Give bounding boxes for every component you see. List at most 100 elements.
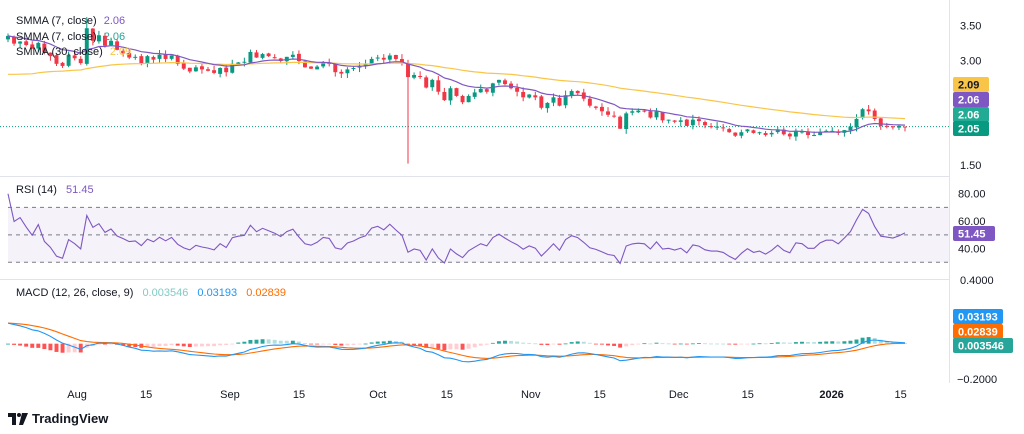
candle-body <box>490 83 495 93</box>
candle-body <box>369 58 374 64</box>
candle-body <box>690 119 695 126</box>
macd-histogram-bar <box>678 343 683 345</box>
smma7-legend-name: SMMA (7, close) <box>16 15 97 27</box>
candle-body <box>339 71 344 74</box>
time-tick-label: 15 <box>441 389 453 401</box>
candle-body <box>109 40 114 46</box>
candle-body <box>430 79 435 88</box>
macd-histogram-bar <box>763 343 768 345</box>
macd-histogram-bar <box>339 343 344 346</box>
macd-histogram-bar <box>448 343 453 350</box>
macd-histogram-bar <box>521 342 526 344</box>
candle-body <box>769 132 774 135</box>
macd-histogram-bar <box>412 343 417 346</box>
macd-histogram-bar <box>303 342 307 344</box>
candle-body <box>678 120 683 122</box>
candle-body <box>163 54 168 59</box>
macd-histogram-bar <box>860 337 865 344</box>
badge-smma30 <box>953 77 989 92</box>
macd-histogram-bar <box>496 341 501 344</box>
macd-histogram-bar <box>96 343 101 345</box>
macd-histogram-bar <box>357 343 362 345</box>
macd-histogram-bar <box>284 340 289 344</box>
candle-body <box>321 63 326 67</box>
macd-histogram-bar <box>830 341 835 344</box>
candle-body <box>539 96 544 108</box>
candle-body <box>551 97 556 103</box>
price-tick-label: 3.50 <box>960 20 981 32</box>
candle-body <box>242 61 247 63</box>
candle-body <box>303 61 307 68</box>
candle-body <box>903 126 907 128</box>
candle-body <box>472 92 477 97</box>
candle-body <box>715 126 720 128</box>
macd-hist-badge <box>953 338 1013 353</box>
candle-body <box>18 41 23 44</box>
macd-histogram-bar <box>618 343 623 348</box>
badge-smma7 <box>953 92 989 107</box>
macd-histogram-bar <box>272 339 277 344</box>
time-tick-label: 15 <box>742 389 754 401</box>
candle-body <box>254 52 259 58</box>
macd-histogram-bar <box>218 343 223 346</box>
macd-histogram-bar <box>842 341 847 344</box>
macd-histogram-bar <box>739 343 744 345</box>
tradingview-logo[interactable]: TradingView <box>8 411 108 426</box>
candle-body <box>460 95 465 103</box>
smma7b-legend-name: SMMA (7, close) <box>16 31 97 43</box>
macd-histogram-bar <box>103 343 107 345</box>
macd-histogram-bar <box>424 343 429 348</box>
candle-body <box>133 56 138 58</box>
time-tick-label: Dec <box>669 389 689 401</box>
macd-histogram-bar <box>533 343 538 345</box>
candle-body <box>224 67 229 73</box>
macd-histogram-bar <box>224 343 229 346</box>
macd-histogram-bar <box>563 343 568 345</box>
macd-histogram-bar <box>109 343 114 345</box>
macd-histogram-bar <box>60 343 65 353</box>
candle-body <box>636 110 641 113</box>
candle-body <box>266 53 271 57</box>
time-tick-label: 15 <box>293 389 305 401</box>
macd-histogram-bar <box>769 343 774 344</box>
candle-body <box>78 58 83 64</box>
macd-histogram-bar <box>290 340 295 344</box>
candle-body <box>284 56 289 62</box>
candle-body <box>406 63 410 78</box>
macd-histogram-bar <box>715 343 720 345</box>
candle-body <box>787 133 792 137</box>
macd-histogram-bar <box>351 343 356 345</box>
macd-histogram-bar <box>163 343 168 346</box>
rsi-badge <box>953 226 995 241</box>
badge-smma7b-text: 2.06 <box>958 110 979 122</box>
macd-histogram-bar <box>242 341 247 344</box>
macd-histogram-bar <box>593 343 598 345</box>
candle-body <box>139 56 144 64</box>
candle-body <box>412 74 417 78</box>
macd-histogram-bar <box>551 343 556 345</box>
macd-histogram-bar <box>6 343 10 345</box>
macd-histogram-bar <box>248 339 253 344</box>
candle-body <box>557 97 562 106</box>
candle-body <box>533 95 538 98</box>
macd-histogram-bar <box>503 340 507 344</box>
rsi-axis: 80.00 60.00 40.00 <box>958 189 986 256</box>
macd-histogram-bar <box>624 343 629 347</box>
candle-body <box>387 55 392 60</box>
macd-histogram-bar <box>442 343 447 351</box>
macd-histogram-bar <box>266 339 271 344</box>
candle-body <box>727 129 732 133</box>
svg-text:SMMA (7, close) 2.06: SMMA (7, close) 2.06 <box>16 15 125 27</box>
candle-body <box>169 55 174 59</box>
macd-histogram-bar <box>436 343 441 349</box>
macd-histogram-bar <box>733 343 738 345</box>
rsi-line <box>7 193 906 265</box>
candle-body <box>272 57 277 59</box>
candle-body <box>848 126 853 131</box>
candle-body <box>527 94 532 98</box>
tradingview-logo-text: TradingView <box>32 411 109 426</box>
candle-body <box>436 80 441 92</box>
macd-histogram-bar <box>230 343 235 345</box>
candle-body <box>327 63 332 65</box>
